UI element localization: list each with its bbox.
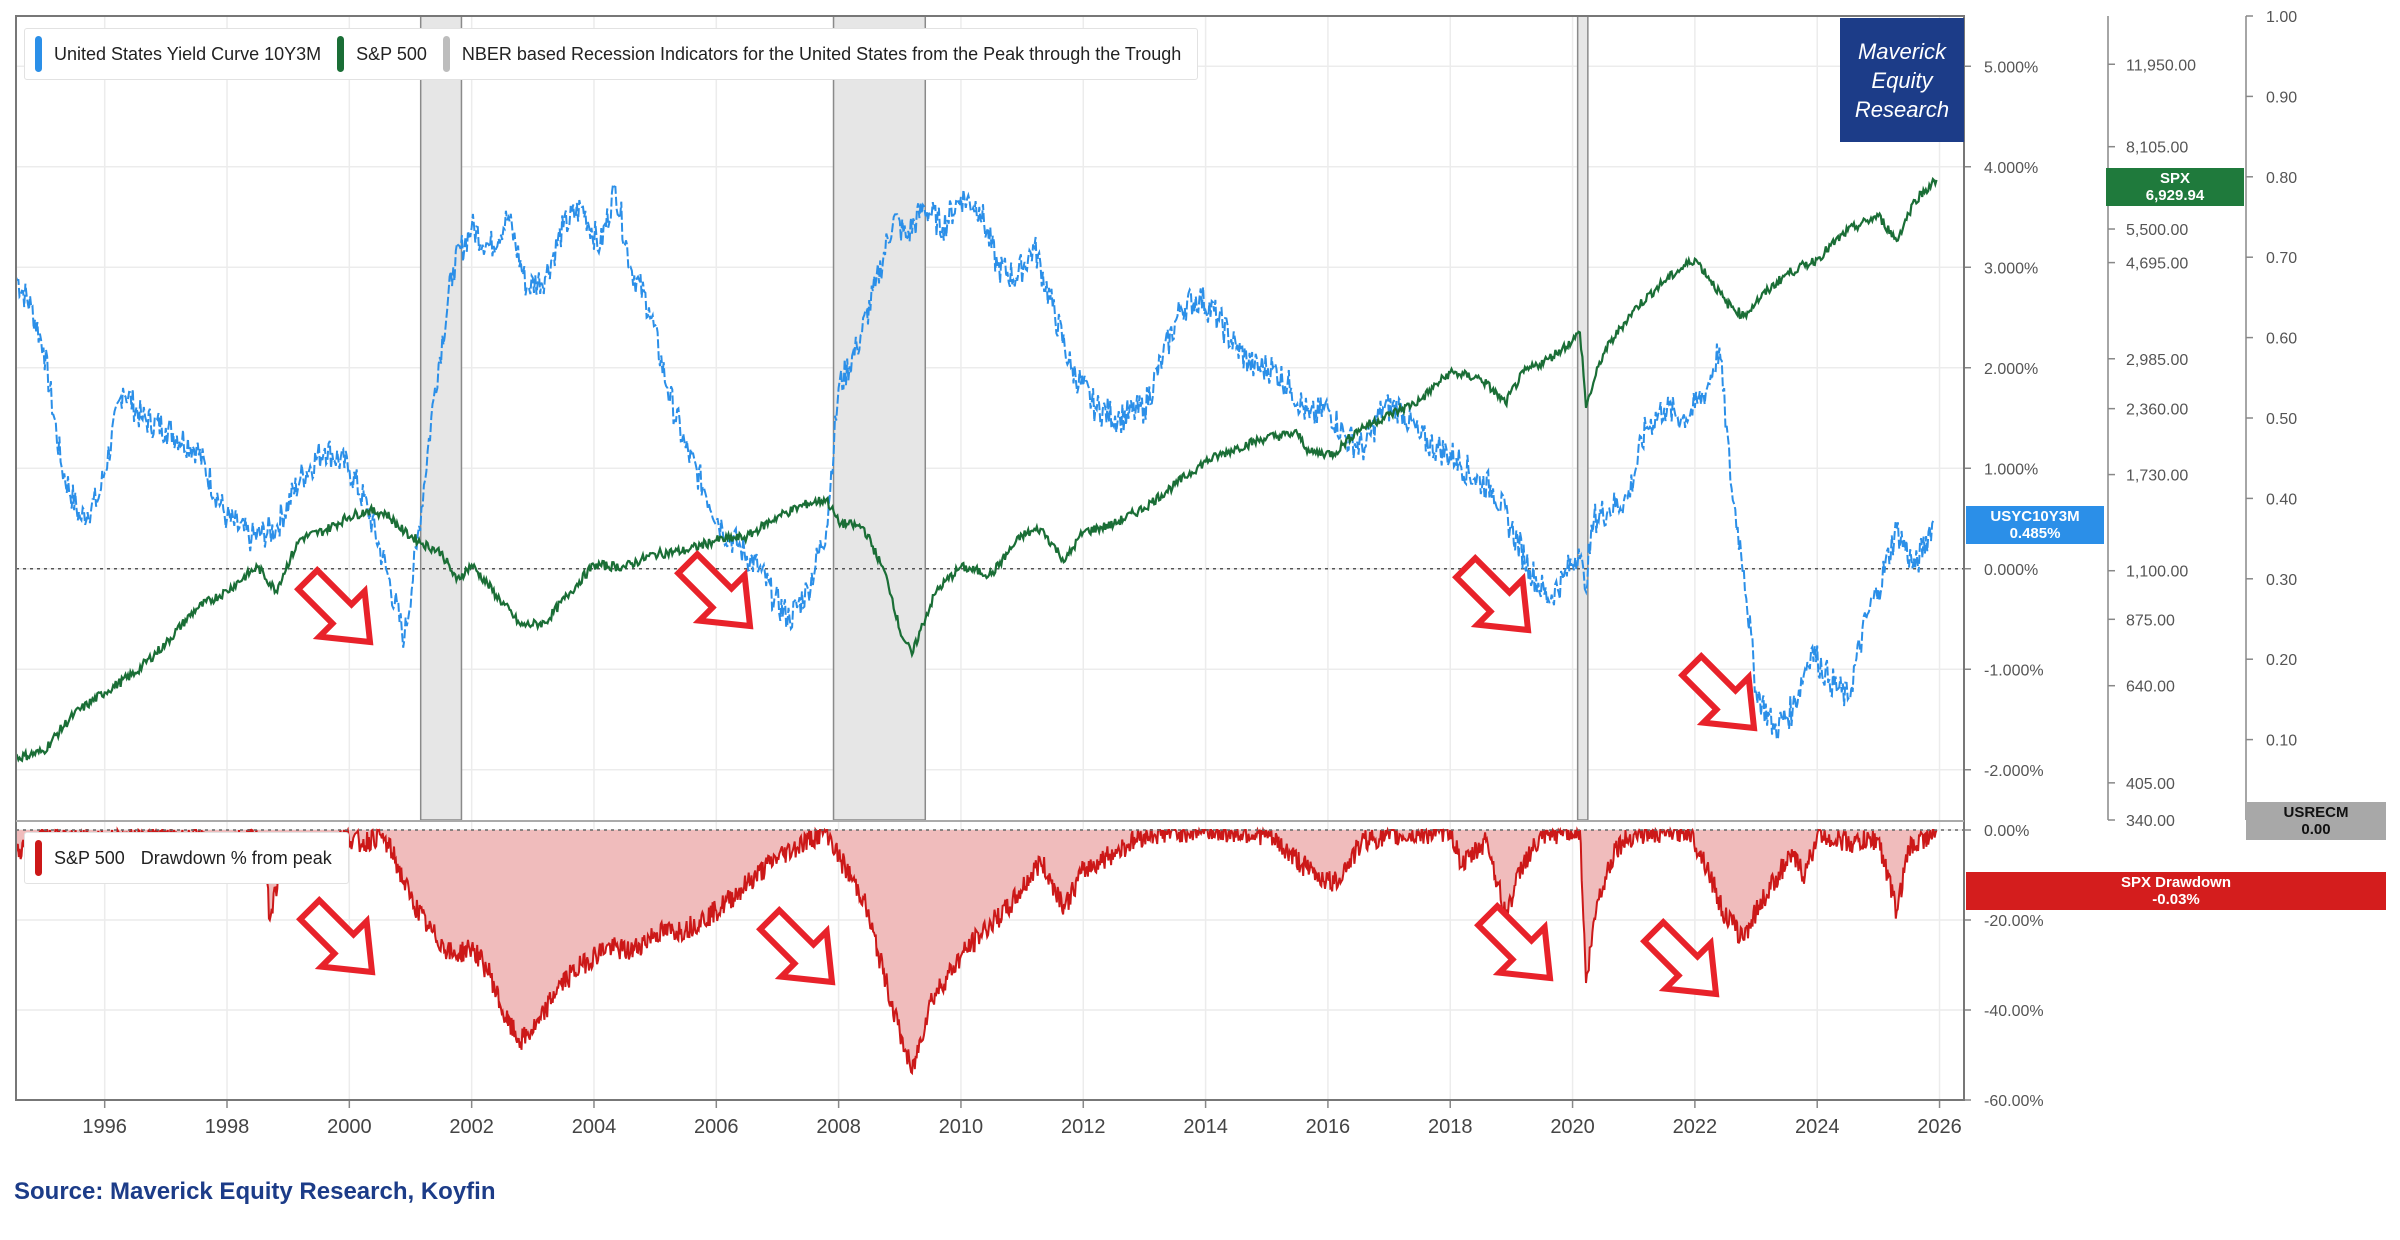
- annotation-arrows: [294, 550, 1758, 998]
- x-tick-label: 2018: [1428, 1116, 1473, 1138]
- yield-tick-label: 4.000%: [1984, 160, 2038, 177]
- recession-band: [832, 16, 927, 820]
- spx-tick-label: 4,695.00: [2126, 256, 2188, 273]
- yield-tick-label: 2.000%: [1984, 361, 2038, 378]
- recession-value-badge: USRECM 0.00: [2246, 802, 2386, 840]
- recession-tick-label: 1.00: [2266, 9, 2297, 26]
- spx-value-badge: SPX 6,929.94: [2106, 168, 2244, 206]
- yield-badge-name: USYC10Y3M: [1990, 508, 2080, 525]
- recession-band: [419, 16, 463, 820]
- spx-tick-label: 5,500.00: [2126, 222, 2188, 239]
- brand-line-3: Research: [1854, 96, 1950, 122]
- drawdown-badge-value: -0.03%: [2152, 891, 2200, 908]
- x-tick-label: 2020: [1550, 1116, 1595, 1138]
- yield-tick-label: 5.000%: [1984, 59, 2038, 76]
- axes: 1996 1998 2000 2002 2004 2006 2008 2010 2012 2014…: [15, 9, 2297, 1138]
- spx-tick-label: 1,100.00: [2126, 564, 2188, 581]
- plot-frame: [15, 15, 1965, 1101]
- recession-tick-label: 0.50: [2266, 411, 2297, 428]
- x-tick-label: 1996: [82, 1116, 127, 1138]
- yield-tick-label: -2.000%: [1984, 763, 2044, 780]
- x-tick-label: 2016: [1306, 1116, 1351, 1138]
- legend-yield-label: United States Yield Curve 10Y3M: [54, 43, 322, 64]
- legend-recession-label: NBER based Recession Indicators for the …: [461, 43, 1182, 64]
- x-tick-label: 2024: [1795, 1116, 1840, 1138]
- spx-badge-name: SPX: [2159, 170, 2190, 187]
- spx-tick-label: 2,985.00: [2126, 352, 2188, 369]
- annotation-arrow: [1452, 554, 1532, 634]
- recession-tick-label: 0.90: [2266, 89, 2297, 106]
- spx-tick-label: 340.00: [2126, 813, 2175, 830]
- drawdown-tick-label: -40.00%: [1984, 1003, 2044, 1020]
- recession-badge-name: USRECM: [2283, 804, 2349, 821]
- brand-line-2: Equity: [1871, 67, 1933, 93]
- recession-badge-value: 0.00: [2301, 821, 2331, 838]
- drawdown-tick-label: -60.00%: [1984, 1093, 2044, 1110]
- annotation-arrow: [756, 906, 836, 986]
- drawdown-area: [16, 830, 1937, 1073]
- x-tick-label: 2014: [1183, 1116, 1228, 1138]
- spx-swatch: [337, 36, 345, 72]
- spx-tick-label: 640.00: [2126, 679, 2175, 696]
- yield-swatch: [35, 36, 42, 72]
- x-tick-label: 2012: [1061, 1116, 1106, 1138]
- x-tick-label: 2010: [939, 1116, 984, 1138]
- spx-line: [16, 176, 1938, 763]
- brand-line-1: Maverick: [1857, 38, 1946, 64]
- drawdown-tick-label: 0.00%: [1984, 823, 2029, 840]
- recession-tick-label: 0.30: [2266, 572, 2297, 589]
- spx-tick-label: 11,950.00: [2126, 57, 2196, 74]
- legend-drawdown-spx-label: S&P 500: [54, 847, 125, 868]
- recession-tick-label: 0.10: [2266, 733, 2297, 750]
- yield-badge-value: 0.485%: [2009, 525, 2061, 542]
- spx-tick-label: 1,730.00: [2126, 468, 2188, 485]
- x-tick-label: 2006: [694, 1116, 739, 1138]
- yield-curve-line: [16, 181, 1935, 743]
- x-tick-label: 2022: [1673, 1116, 1718, 1138]
- recession-swatch: [442, 36, 450, 72]
- recession-bands: [419, 16, 1589, 820]
- annotation-arrow: [296, 896, 376, 976]
- annotation-arrow: [674, 550, 754, 630]
- recession-band: [1576, 16, 1589, 820]
- recession-tick-label: 0.80: [2266, 170, 2297, 187]
- x-tick-label: 2002: [449, 1116, 494, 1138]
- brand-logo: Maverick Equity Research: [1840, 18, 1964, 142]
- yield-tick-label: 1.000%: [1984, 461, 2038, 478]
- yield-value-badge: USYC10Y3M 0.485%: [1966, 506, 2104, 544]
- recession-tick-label: 0.40: [2266, 491, 2297, 508]
- spx-tick-label: 405.00: [2126, 776, 2175, 793]
- x-tick-label: 1998: [205, 1116, 250, 1138]
- drawdown-tick-label: -20.00%: [1984, 913, 2044, 930]
- spx-tick-label: 8,105.00: [2126, 140, 2188, 157]
- yield-tick-label: 3.000%: [1984, 260, 2038, 277]
- x-tick-label: 2000: [327, 1116, 372, 1138]
- legend-bottom: S&P 500 Drawdown % from peak: [24, 832, 349, 884]
- legend-drawdown-metric-label: Drawdown % from peak: [140, 847, 332, 868]
- drawdown-badge-name: SPX Drawdown: [2120, 874, 2232, 891]
- drawdown-value-badge: SPX Drawdown -0.03%: [1966, 872, 2386, 910]
- legend-spx-label: S&P 500: [356, 43, 427, 64]
- yield-tick-label: 0.000%: [1984, 562, 2038, 579]
- recession-tick-label: 0.20: [2266, 652, 2297, 669]
- x-tick-label: 2026: [1917, 1116, 1962, 1138]
- x-tick-label: 2008: [816, 1116, 861, 1138]
- annotation-arrow: [1678, 652, 1758, 732]
- recession-tick-label: 0.70: [2266, 250, 2297, 267]
- annotation-arrow: [294, 566, 374, 646]
- spx-badge-value: 6,929.94: [2145, 187, 2205, 204]
- legend-top: United States Yield Curve 10Y3M S&P 500 …: [24, 28, 1199, 80]
- spx-tick-label: 2,360.00: [2126, 402, 2188, 419]
- drawdown-swatch: [35, 840, 42, 876]
- x-tick-label: 2004: [572, 1116, 617, 1138]
- spx-tick-label: 875.00: [2126, 612, 2175, 629]
- yield-tick-label: -1.000%: [1984, 662, 2044, 679]
- source-note: Source: Maverick Equity Research, Koyfin: [14, 1178, 496, 1205]
- recession-tick-label: 0.60: [2266, 331, 2297, 348]
- annotation-arrow: [1474, 902, 1554, 982]
- annotation-arrow: [1640, 918, 1720, 998]
